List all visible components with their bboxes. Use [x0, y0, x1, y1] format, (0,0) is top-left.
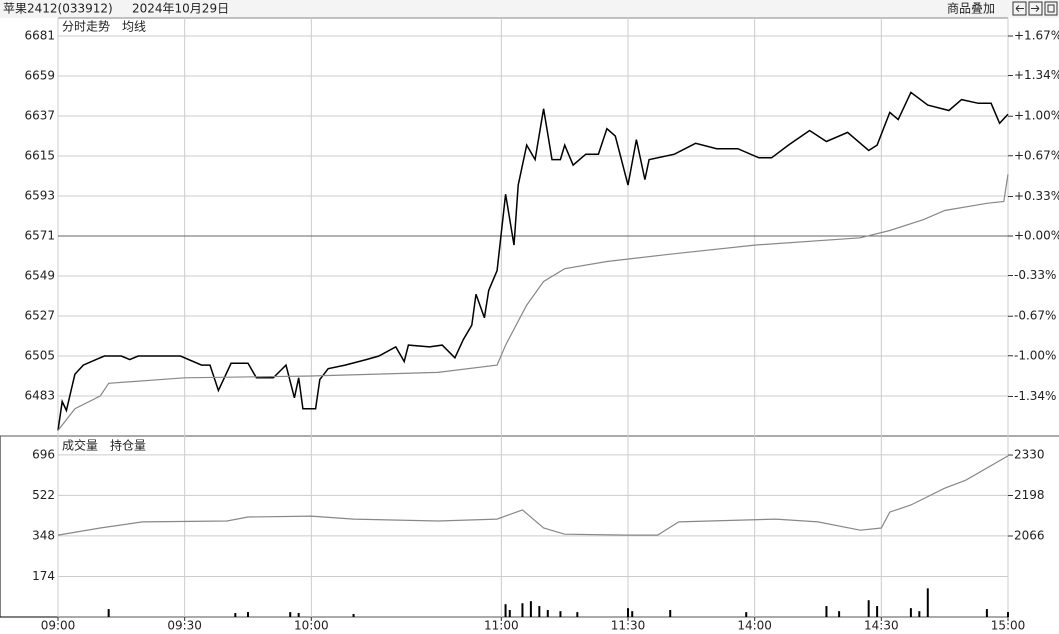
line: [57, 91, 1009, 431]
y-tick-label: 6527: [24, 309, 55, 323]
bar: [297, 613, 300, 617]
bar: [985, 609, 988, 617]
bar: [559, 611, 562, 617]
bar: [745, 612, 748, 617]
x-tick-label: 15:00: [991, 619, 1026, 633]
x-tick-label: 14:30: [864, 619, 899, 633]
y-tick-label: 348: [32, 528, 55, 542]
y2-tick-label: -1.34%: [1014, 389, 1056, 403]
line: [57, 174, 1009, 431]
y2-tick-label: 2066: [1014, 529, 1045, 543]
bar: [909, 608, 912, 617]
legend-label: 均线: [122, 20, 146, 34]
y2-tick-label: +1.00%: [1014, 109, 1059, 123]
x-tick-label: 11:00: [484, 619, 519, 633]
legend-label: 分时走势: [62, 20, 110, 34]
y-tick-label: 6549: [24, 269, 55, 283]
bar: [529, 601, 532, 617]
y2-tick-label: -1.00%: [1014, 348, 1056, 362]
y2-tick-label: +0.67%: [1014, 148, 1059, 162]
y-tick-label: 522: [32, 488, 55, 502]
nav-icons[interactable]: [1012, 1, 1058, 16]
bar: [825, 606, 828, 617]
x-tick-label: 10:00: [294, 619, 329, 633]
y-tick-label: 174: [32, 569, 55, 583]
x-tick-label: 09:30: [167, 619, 202, 633]
volume-axis-box: [0, 435, 59, 618]
bar: [521, 603, 524, 617]
y-tick-label: 6593: [24, 189, 55, 203]
bar: [876, 606, 879, 617]
bar: [918, 611, 921, 617]
y-tick-label: 6483: [24, 389, 55, 403]
y-tick-label: 6659: [24, 69, 55, 83]
y2-tick-label: -0.67%: [1014, 309, 1056, 323]
y2-tick-label: -0.33%: [1014, 268, 1056, 282]
x-tick-label: 09:00: [41, 619, 76, 633]
bar: [508, 610, 511, 617]
legend-label: 成交量: [62, 438, 98, 453]
legend-label: 持仓量: [110, 438, 146, 453]
bar: [631, 611, 634, 617]
bar: [576, 612, 579, 617]
bar: [504, 604, 507, 617]
y-tick-label: 6571: [24, 229, 55, 243]
y-tick-label: 6505: [24, 349, 55, 363]
bar: [546, 610, 549, 617]
bar: [352, 613, 355, 617]
bar: [1007, 612, 1009, 617]
y2-tick-label: +0.33%: [1014, 189, 1059, 203]
y-tick-label: 696: [32, 447, 55, 461]
y2-tick-label: 2198: [1014, 488, 1045, 502]
bar: [867, 600, 870, 617]
overlay-button[interactable]: 商品叠加: [947, 1, 995, 16]
bar: [234, 613, 237, 617]
y2-tick-label: +1.67%: [1014, 29, 1059, 43]
line: [57, 455, 1009, 536]
date: 2024年10月29日: [132, 2, 229, 16]
bar: [926, 588, 929, 617]
y-tick-label: 6615: [24, 149, 55, 163]
y2-tick-label: +1.34%: [1014, 68, 1059, 82]
bar: [247, 612, 249, 617]
bar: [838, 611, 841, 617]
y-tick-label: 6681: [24, 29, 55, 43]
bar: [107, 609, 110, 617]
bar: [289, 612, 292, 617]
bar: [538, 606, 541, 617]
bar: [627, 608, 629, 617]
instrument-title: 苹果2412(033912): [3, 2, 113, 16]
y2-tick-label: +0.00%: [1014, 229, 1059, 243]
x-tick-label: 11:30: [611, 619, 646, 633]
bar: [669, 610, 672, 617]
x-tick-label: 14:00: [737, 619, 772, 633]
y2-tick-label: 2330: [1014, 448, 1045, 462]
y-tick-label: 6637: [24, 109, 55, 123]
header-bar: [0, 0, 1059, 18]
